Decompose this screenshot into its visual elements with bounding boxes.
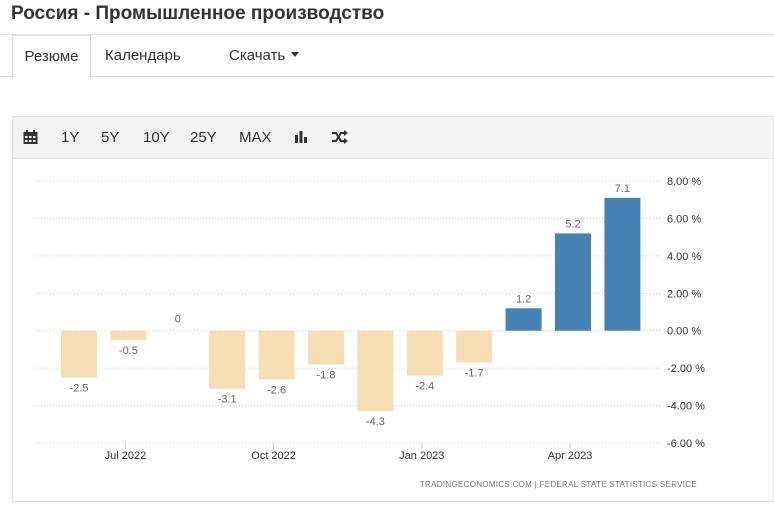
tab-summary[interactable]: Резюме — [12, 35, 91, 78]
y-tick-label: 8.00 % — [667, 176, 701, 188]
bar — [604, 197, 641, 331]
x-tick-label: Jul 2022 — [105, 450, 147, 462]
data-label: -4.3 — [366, 416, 385, 428]
bar-chart-icon[interactable] — [294, 130, 308, 149]
bar — [555, 233, 591, 331]
y-tick-label: 2.00 % — [667, 288, 701, 300]
data-label: 5.2 — [565, 218, 580, 230]
range-1y-button[interactable]: 1Y — [61, 129, 80, 146]
data-label: -1.7 — [465, 368, 484, 380]
y-tick-label: -4.00 % — [667, 401, 705, 413]
y-tick-label: -6.00 % — [667, 438, 705, 450]
tab-download[interactable]: Скачать — [229, 35, 300, 77]
data-label: 1.2 — [516, 293, 531, 305]
chevron-down-icon — [291, 52, 300, 57]
range-25y-button[interactable]: 25Y — [190, 129, 217, 146]
data-label: -2.6 — [267, 384, 286, 396]
range-max-button[interactable]: MAX — [239, 129, 272, 146]
data-label: -3.1 — [218, 394, 237, 406]
bar — [61, 330, 97, 378]
y-tick-label: -2.00 % — [667, 363, 705, 375]
range-5y-button[interactable]: 5Y — [101, 129, 120, 146]
bar — [258, 330, 295, 380]
y-tick-label: 6.00 % — [667, 213, 701, 225]
data-label: -2.5 — [70, 383, 89, 395]
y-tick-label: 4.00 % — [667, 251, 701, 263]
tab-download-label: Скачать — [229, 47, 286, 64]
tab-calendar[interactable]: Календарь — [105, 47, 181, 64]
x-axis: Jul 2022 Oct 2022 Jan 2023 Apr 2023 — [105, 443, 593, 462]
title-divider — [0, 34, 774, 35]
grid-lines — [35, 180, 660, 444]
bar — [209, 330, 246, 389]
calendar-icon[interactable] — [23, 130, 38, 150]
x-tick-label: Oct 2022 — [251, 450, 296, 462]
data-labels: -2.5 -0.5 0 -3.1 -2.6 -1.8 -4.3 -2.4 -1.7 1.2 5.2 7… — [70, 183, 631, 428]
data-label: -2.4 — [415, 381, 434, 393]
x-tick-label: Apr 2023 — [548, 450, 593, 462]
data-label: -1.8 — [317, 369, 336, 381]
shuffle-icon[interactable] — [332, 130, 348, 149]
bars — [61, 197, 641, 412]
bar — [456, 330, 493, 363]
data-label: -0.5 — [119, 345, 138, 357]
bar — [357, 330, 394, 412]
data-label: 7.1 — [615, 183, 630, 195]
source-credit: TRADINGECONOMICS.COM | FEDERAL STATE STA… — [419, 480, 697, 489]
range-10y-button[interactable]: 10Y — [143, 129, 170, 146]
bar — [110, 330, 147, 341]
page-title: Россия - Промышленное производство — [11, 3, 385, 24]
bar — [505, 308, 542, 331]
bar — [308, 330, 344, 365]
tab-bar: Резюме Календарь Скачать — [0, 35, 774, 78]
y-tick-label: 0.00 % — [667, 326, 701, 338]
bar — [406, 330, 443, 376]
y-axis: 8.00 % 6.00 % 4.00 % 2.00 % 0.00 % -2.00 % -4.… — [667, 176, 705, 450]
data-label: 0 — [175, 314, 181, 326]
x-tick-label: Jan 2023 — [399, 450, 444, 462]
chart-toolbar: 1Y 5Y 10Y 25Y MAX — [13, 117, 773, 159]
